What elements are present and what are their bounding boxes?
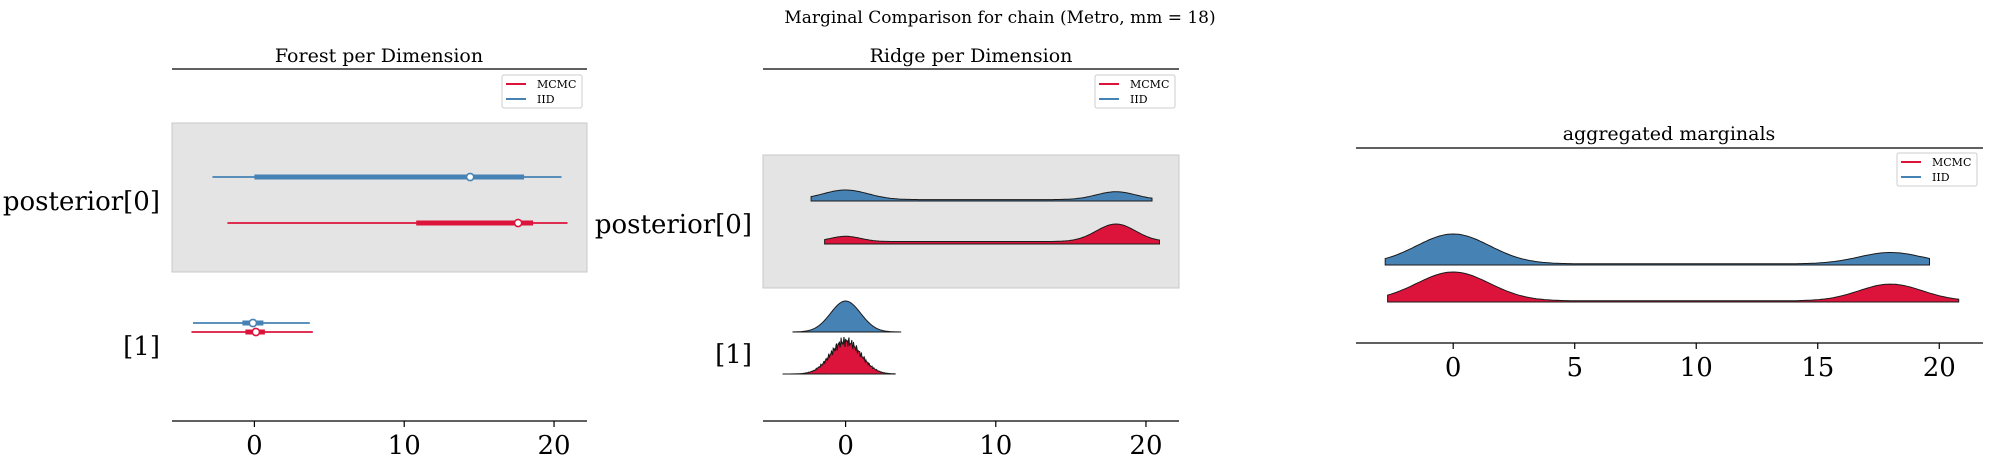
ridge-density-iid-row0 bbox=[810, 189, 1153, 202]
legend-iid-label: IID bbox=[1932, 171, 1950, 184]
forest-panel: Forest per Dimension posterior[0] [1] 0 1… bbox=[3, 45, 588, 461]
forest-median-mcmc-row1 bbox=[251, 327, 261, 337]
ridge-density-mcmc-row1 bbox=[782, 336, 896, 375]
forest-tick-label: 10 bbox=[388, 431, 421, 461]
legend-iid-label: IID bbox=[537, 93, 555, 106]
aggregated-tick-label: 15 bbox=[1801, 353, 1834, 383]
aggregated-density-iid bbox=[1384, 233, 1930, 266]
forest-ylabel-1: [1] bbox=[123, 332, 160, 362]
aggregated-tick-label: 5 bbox=[1566, 353, 1583, 383]
ridge-tick-label: 0 bbox=[837, 431, 854, 461]
ridge-density-iid-row1 bbox=[792, 300, 902, 333]
forest-ylabel-posterior0: posterior[0] bbox=[3, 187, 160, 217]
ridge-shaded-row bbox=[762, 154, 1180, 289]
figure-title: Marginal Comparison for chain (Metro, mm… bbox=[784, 8, 1215, 28]
forest-shaded-row bbox=[171, 122, 588, 273]
forest-title: Forest per Dimension bbox=[275, 45, 483, 67]
aggregated-legend: MCMC IID bbox=[1896, 152, 1978, 187]
legend-mcmc-label: MCMC bbox=[1932, 156, 1971, 169]
legend-iid-label: IID bbox=[1130, 93, 1148, 106]
ridge-panel: Ridge per Dimension posterior[0] [1] 0 10… bbox=[595, 45, 1180, 461]
forest-median-mcmc-row0 bbox=[513, 218, 523, 228]
ridge-tick-label: 10 bbox=[979, 431, 1012, 461]
ridge-ylabel-posterior0: posterior[0] bbox=[595, 210, 752, 240]
ridge-ylabel-1: [1] bbox=[715, 340, 752, 370]
forest-tick-label: 0 bbox=[246, 431, 263, 461]
aggregated-panel: aggregated marginals 0 5 10 15 20 MCMC IID bbox=[1356, 123, 1983, 383]
aggregated-density-mcmc bbox=[1387, 271, 1960, 303]
forest-tick-label: 20 bbox=[537, 431, 570, 461]
ridge-title: Ridge per Dimension bbox=[870, 45, 1073, 67]
aggregated-tick-label: 20 bbox=[1923, 353, 1956, 383]
aggregated-title: aggregated marginals bbox=[1563, 123, 1776, 145]
legend-mcmc-label: MCMC bbox=[1130, 78, 1169, 91]
legend-mcmc-label: MCMC bbox=[537, 78, 576, 91]
forest-median-iid-row0 bbox=[465, 172, 475, 182]
ridge-legend: MCMC IID bbox=[1094, 74, 1176, 109]
aggregated-tick-label: 10 bbox=[1680, 353, 1713, 383]
forest-median-iid-row1 bbox=[248, 318, 258, 328]
aggregated-tick-label: 0 bbox=[1445, 353, 1462, 383]
ridge-density-mcmc-row0 bbox=[824, 223, 1160, 245]
forest-legend: MCMC IID bbox=[501, 74, 583, 109]
ridge-tick-label: 20 bbox=[1129, 431, 1162, 461]
